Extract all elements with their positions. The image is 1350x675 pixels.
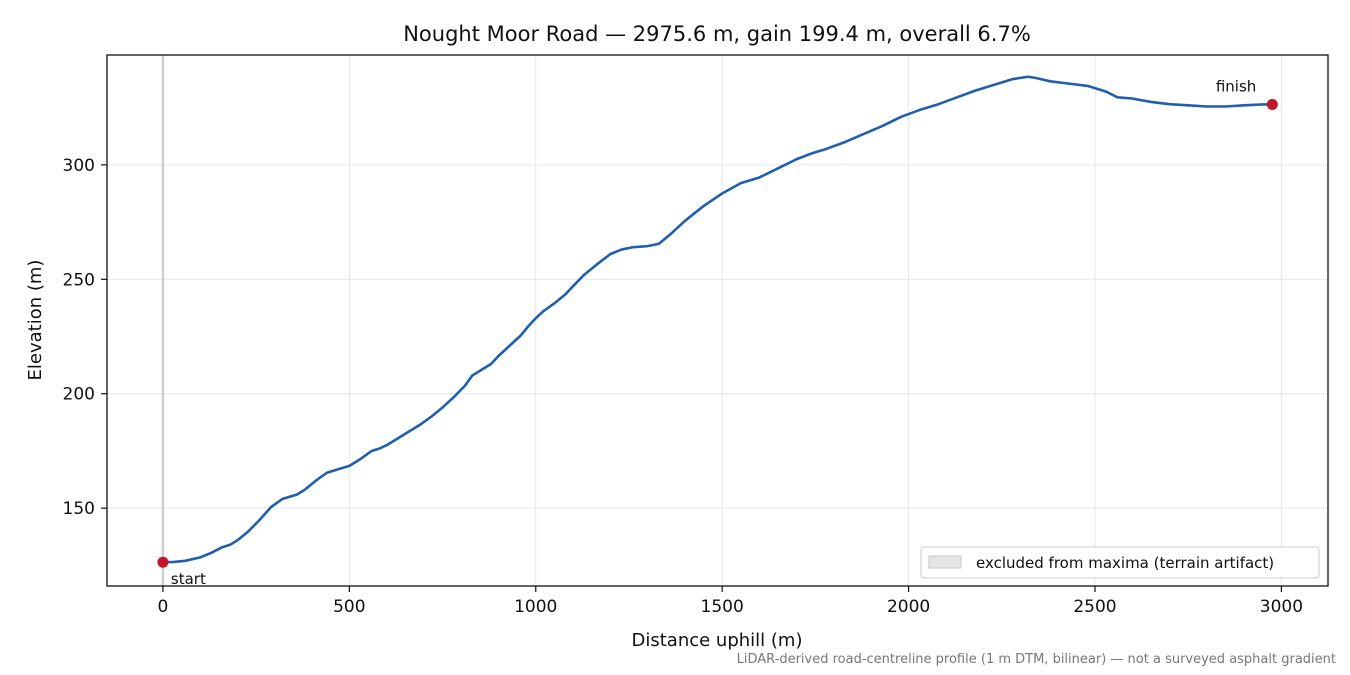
y-tick-label: 150 <box>63 499 95 519</box>
x-tick-label: 1500 <box>701 597 744 617</box>
start-marker <box>157 556 169 568</box>
gridlines <box>107 55 1328 586</box>
finish-marker <box>1266 98 1278 110</box>
x-tick-label: 500 <box>333 597 365 617</box>
y-tick-label: 300 <box>63 156 95 176</box>
y-tick-label: 250 <box>63 270 95 290</box>
series-layer: start finish <box>157 75 1278 588</box>
finish-label: finish <box>1216 77 1256 95</box>
footnote: LiDAR-derived road-centreline profile (1… <box>736 652 1336 667</box>
y-axis-ticks: 150 200 250 300 <box>63 156 107 519</box>
legend-swatch <box>928 555 962 569</box>
y-axis-label: Elevation (m) <box>25 260 46 381</box>
chart-title: Nought Moor Road — 2975.6 m, gain 199.4 … <box>403 22 1031 46</box>
excluded-band <box>161 55 165 586</box>
x-tick-label: 1000 <box>514 597 557 617</box>
start-label: start <box>171 570 206 588</box>
x-tick-label: 0 <box>158 597 169 617</box>
plot-frame <box>106 54 1329 587</box>
x-tick-label: 2500 <box>1073 597 1116 617</box>
x-tick-label: 2000 <box>887 597 930 617</box>
legend: excluded from maxima (terrain artifact) <box>920 546 1320 579</box>
legend-box <box>920 546 1320 579</box>
x-axis-label: Distance uphill (m) <box>632 630 803 651</box>
x-tick-label: 3000 <box>1260 597 1303 617</box>
excluded-band-rect <box>161 55 165 586</box>
y-tick-label: 200 <box>63 385 95 405</box>
elevation-line <box>161 75 1274 564</box>
legend-entry-label: excluded from maxima (terrain artifact) <box>976 554 1274 572</box>
x-axis-ticks: 0 500 1000 1500 2000 2500 3000 <box>158 586 1303 617</box>
